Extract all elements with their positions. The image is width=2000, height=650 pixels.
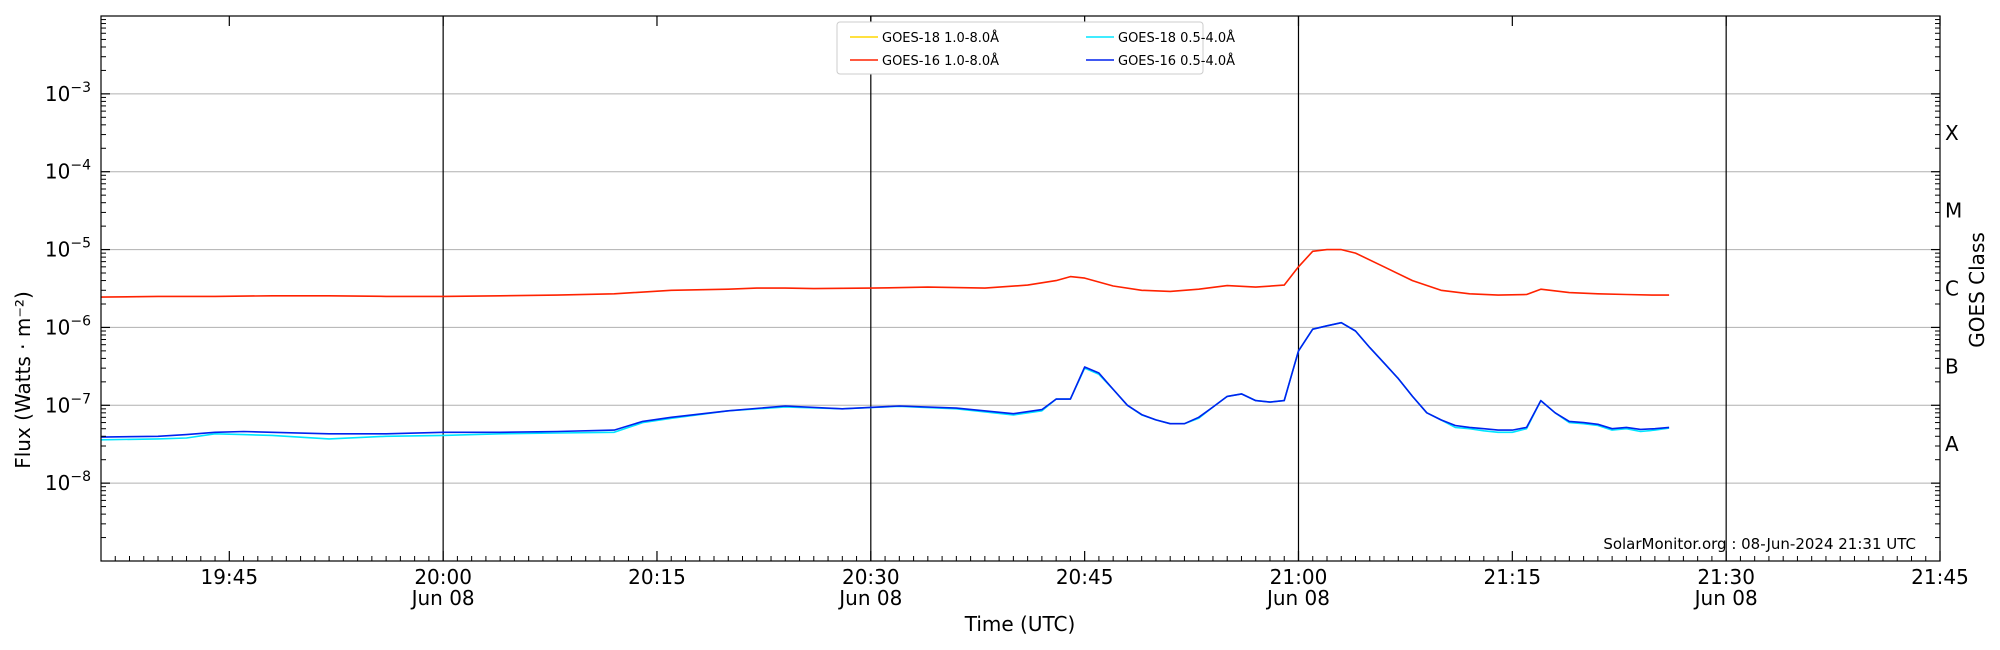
x-tick-label: 20:30 — [842, 565, 900, 589]
x-tick-label: 19:45 — [200, 565, 258, 589]
legend: GOES-18 1.0-8.0Å GOES-16 1.0-8.0Å GOES-18 … — [836, 21, 1235, 75]
x-tick-sublabel: Jun 08 — [410, 586, 475, 610]
x-tick-sublabel: Jun 08 — [1693, 586, 1758, 610]
goes-class-label: M — [1945, 199, 1962, 223]
x-tick-sublabel: Jun 08 — [837, 586, 902, 610]
plot-frame — [100, 15, 1941, 562]
x-tick-label: 21:45 — [1911, 565, 1969, 589]
legend-label: GOES-18 0.5-4.0Å — [1118, 30, 1235, 46]
y-tick-label: 10−7 — [45, 391, 91, 417]
x-axis-title: Time (UTC) — [964, 612, 1076, 636]
goes-class-label: X — [1945, 121, 1959, 145]
series-line-1 — [100, 248, 1670, 298]
goes-class-label: B — [1945, 354, 1959, 378]
legend-label: GOES-16 1.0-8.0Å — [882, 53, 999, 69]
x-tick-label: 20:00 — [414, 565, 472, 589]
gridlines — [101, 93, 1940, 484]
y-tick-label: 10−8 — [45, 469, 91, 495]
x-tick-label: 20:45 — [1056, 565, 1114, 589]
series-line-2 — [100, 321, 1670, 441]
series-lines — [100, 248, 1670, 441]
y-tick-label: 10−3 — [45, 80, 91, 106]
y-tick-labels: 10−8 10−7 10−6 10−5 10−4 10−3 — [45, 80, 91, 495]
x-tick-label: 20:15 — [628, 565, 686, 589]
goes-class-labels: A B C M X — [1945, 121, 1962, 456]
right-axis-title: GOES Class — [1965, 232, 1989, 348]
x-tick-sublabel: Jun 08 — [1265, 586, 1330, 610]
day-separator-lines — [442, 16, 1727, 561]
goes-class-label: A — [1945, 432, 1959, 456]
y-tick-label: 10−6 — [45, 313, 91, 339]
x-tick-label: 21:00 — [1270, 565, 1328, 589]
x-tick-label: 21:15 — [1484, 565, 1542, 589]
y-tick-label: 10−5 — [45, 236, 91, 262]
series-line-3 — [100, 321, 1670, 438]
x-tick-label: 21:30 — [1697, 565, 1755, 589]
y-axis-title: Flux (Watts · m⁻²) — [11, 291, 35, 469]
axis-ticks — [101, 16, 1941, 561]
legend-label: GOES-18 1.0-8.0Å — [882, 30, 999, 46]
credit-annotation: SolarMonitor.org : 08-Jun-2024 21:31 UTC — [1603, 535, 1916, 553]
legend-box — [836, 21, 1204, 75]
legend-label: GOES-16 0.5-4.0Å — [1118, 53, 1235, 69]
y-tick-label: 10−4 — [45, 158, 91, 184]
goes-class-label: C — [1945, 277, 1959, 301]
